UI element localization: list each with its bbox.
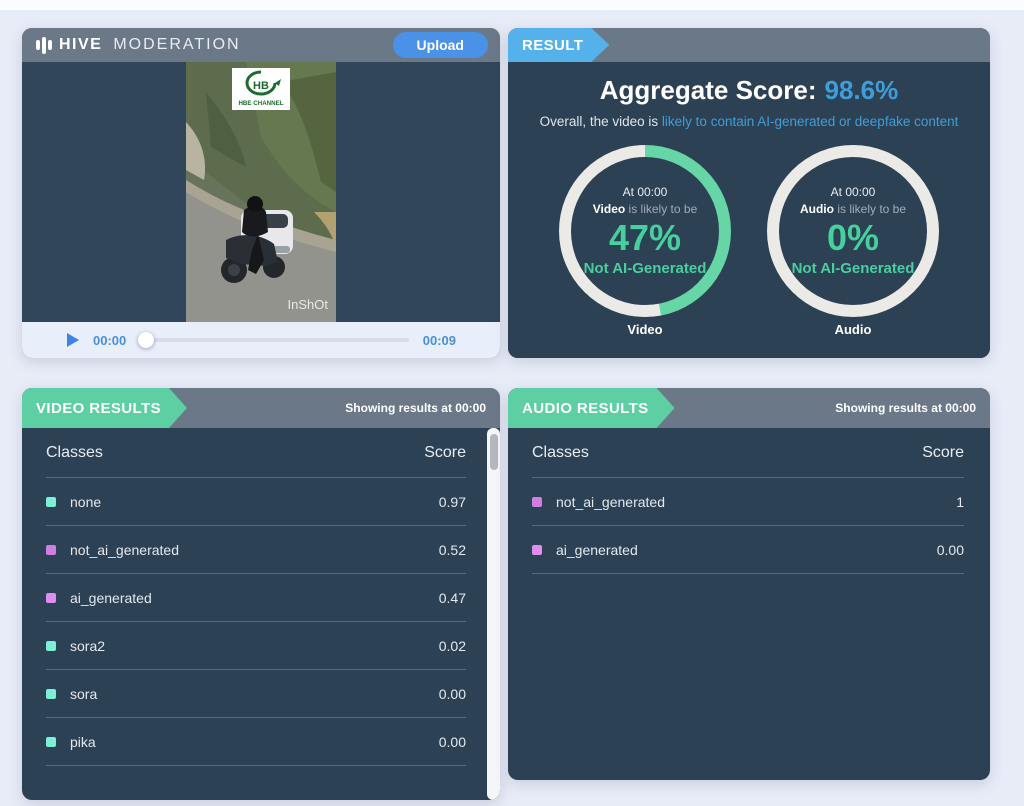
- score-column-header: Score: [922, 443, 964, 461]
- results-row: ai_generated 0.47: [46, 574, 466, 622]
- aggregate-score-value: 98.6%: [824, 75, 899, 105]
- summary-highlight: likely to contain AI-generated or deepfa…: [661, 114, 959, 129]
- hive-bars-icon: [36, 36, 52, 54]
- scrollbar-thumb[interactable]: [489, 434, 498, 470]
- results-row: none 0.97: [46, 478, 466, 526]
- class-color-swatch: [46, 544, 56, 555]
- class-score: 0.52: [438, 541, 466, 558]
- results-row: ai_generated 0.00: [532, 526, 964, 574]
- results-row: sora2 0.02: [46, 622, 466, 670]
- page-top-strip: [0, 0, 1024, 10]
- brand-suffix: MODERATION: [113, 36, 241, 53]
- class-score: 0.00: [438, 685, 466, 702]
- class-score: 0.47: [438, 589, 466, 606]
- score-column-header: Score: [424, 443, 466, 461]
- seek-bar[interactable]: [138, 332, 409, 348]
- class-color-swatch: [46, 496, 56, 507]
- result-summary: Overall, the video is likely to contain …: [529, 112, 969, 133]
- audio-gauge-percent: 0%: [826, 217, 880, 259]
- gauges-row: At 00:00 Video is likely to be 47% Not A…: [508, 144, 990, 337]
- video-player-panel: HIVE MODERATION Upload: [22, 28, 500, 358]
- audio-gauge-time: At 00:00: [830, 185, 876, 200]
- class-score: 0.97: [438, 493, 466, 510]
- video-results-tab: VIDEO RESULTS: [22, 388, 187, 428]
- class-label: sora2: [70, 637, 106, 654]
- upload-button[interactable]: Upload: [392, 32, 488, 58]
- class-score: 0.00: [438, 733, 466, 750]
- results-row: pika 0.00: [46, 718, 466, 766]
- video-gauge-label: Video: [627, 321, 663, 337]
- video-gauge-ring: At 00:00 Video is likely to be 47% Not A…: [559, 144, 731, 317]
- class-score: 0.00: [936, 541, 964, 558]
- video-results-rows: none 0.97 not_ai_generated 0.52 ai_gener…: [46, 478, 466, 766]
- current-time: 00:00: [93, 332, 127, 348]
- video-results-body: Classes Score none 0.97 not_ai_generated…: [22, 428, 500, 800]
- video-results-panel: VIDEO RESULTS Showing results at 00:00 C…: [22, 388, 500, 800]
- duration-time: 00:09: [422, 332, 456, 348]
- class-label: pika: [70, 733, 96, 750]
- audio-gauge-likely: Audio is likely to be: [799, 202, 907, 217]
- video-results-header: VIDEO RESULTS Showing results at 00:00: [22, 388, 500, 428]
- class-label: ai_generated: [556, 541, 638, 558]
- video-results-showing: Showing results at 00:00: [345, 401, 486, 415]
- player-controls: 00:00 00:09: [22, 322, 500, 358]
- audio-results-tab: AUDIO RESULTS: [508, 388, 675, 428]
- audio-results-header: AUDIO RESULTS Showing results at 00:00: [508, 388, 990, 428]
- play-button[interactable]: [66, 333, 79, 347]
- video-frame[interactable]: HB HBE CHANNEL InShOt: [186, 62, 336, 322]
- audio-results-panel: AUDIO RESULTS Showing results at 00:00 C…: [508, 388, 990, 780]
- class-label: sora: [70, 685, 98, 702]
- class-label: not_ai_generated: [70, 541, 179, 558]
- video-gauge: At 00:00 Video is likely to be 47% Not A…: [559, 144, 731, 337]
- audio-gauge-ring: At 00:00 Audio is likely to be 0% Not AI…: [767, 144, 939, 317]
- hive-moderation-logo: HIVE MODERATION: [36, 36, 241, 54]
- class-label: ai_generated: [70, 589, 152, 606]
- results-row: not_ai_generated 1: [532, 478, 964, 526]
- audio-results-rows: not_ai_generated 1 ai_generated 0.00: [532, 478, 964, 574]
- video-gauge-percent: 47%: [608, 217, 682, 259]
- hbe-channel-logo: HB HBE CHANNEL: [232, 68, 290, 110]
- class-color-swatch: [532, 544, 542, 555]
- scrollbar-track[interactable]: [487, 428, 500, 800]
- audio-gauge-verdict: Not AI-Generated: [791, 259, 915, 277]
- class-color-swatch: [46, 688, 56, 699]
- video-results-table-head: Classes Score: [46, 428, 466, 478]
- summary-prefix: Overall, the video is: [539, 114, 662, 129]
- class-color-swatch: [46, 640, 56, 651]
- audio-results-showing: Showing results at 00:00: [835, 401, 976, 415]
- video-gauge-time: At 00:00: [622, 185, 668, 200]
- audio-results-table-head: Classes Score: [532, 428, 964, 478]
- result-panel-header: RESULT: [508, 28, 990, 62]
- svg-text:HBE CHANNEL: HBE CHANNEL: [238, 100, 283, 107]
- video-panel-header: HIVE MODERATION Upload: [22, 28, 500, 62]
- audio-gauge-label: Audio: [834, 321, 872, 337]
- class-label: none: [70, 493, 102, 510]
- video-gauge-verdict: Not AI-Generated: [583, 259, 707, 277]
- class-color-swatch: [46, 736, 56, 747]
- result-panel: RESULT Aggregate Score: 98.6% Overall, th…: [508, 28, 990, 358]
- audio-gauge: At 00:00 Audio is likely to be 0% Not AI…: [767, 144, 939, 337]
- video-gauge-likely: Video is likely to be: [592, 202, 698, 217]
- video-stage: HB HBE CHANNEL InShOt: [22, 62, 500, 322]
- aggregate-score: Aggregate Score: 98.6%: [508, 75, 990, 106]
- play-icon: [67, 333, 79, 347]
- inshot-watermark: InShOt: [288, 297, 329, 312]
- class-color-swatch: [46, 592, 56, 603]
- class-label: not_ai_generated: [556, 493, 665, 510]
- audio-results-body: Classes Score not_ai_generated 1 ai_gene…: [508, 428, 990, 780]
- svg-text:HB: HB: [253, 80, 269, 92]
- classes-column-header: Classes: [46, 443, 103, 461]
- result-body: Aggregate Score: 98.6% Overall, the video…: [508, 62, 990, 358]
- class-score: 1: [956, 493, 964, 510]
- results-row: sora 0.00: [46, 670, 466, 718]
- aggregate-score-label: Aggregate Score:: [599, 75, 817, 105]
- result-tab: RESULT: [508, 28, 609, 62]
- class-score: 0.02: [438, 637, 466, 654]
- results-row: not_ai_generated 0.52: [46, 526, 466, 574]
- class-color-swatch: [532, 496, 542, 507]
- seek-thumb[interactable]: [138, 332, 155, 348]
- classes-column-header: Classes: [532, 443, 589, 461]
- brand-name: HIVE: [59, 36, 103, 53]
